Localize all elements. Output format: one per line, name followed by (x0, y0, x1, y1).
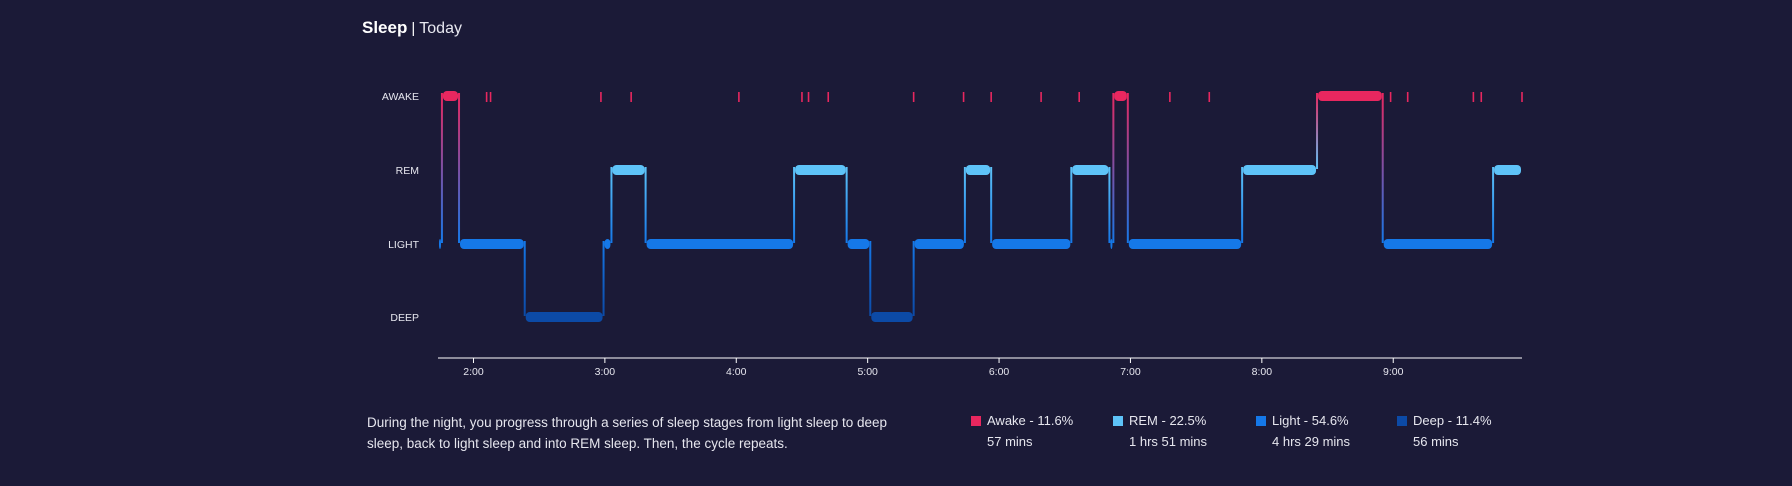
title-subtitle: Today (419, 20, 462, 37)
x-tick-label: 9:00 (1383, 366, 1404, 378)
legend-label-awake: Awake - 11.6% (987, 413, 1074, 428)
stage-transition (912, 241, 915, 316)
segment-deep (871, 312, 913, 322)
x-tick-label: 6:00 (989, 366, 1010, 378)
stage-transition (1108, 167, 1111, 243)
chart-title: Sleep | Today (362, 18, 462, 38)
segment-rem (1494, 165, 1521, 175)
x-tick-label: 2:00 (463, 366, 484, 378)
y-label-awake: AWAKE (382, 91, 419, 103)
stage-transition (990, 167, 993, 243)
stage-transition (1381, 93, 1384, 243)
legend-duration-deep: 56 mins (1413, 434, 1459, 449)
segment-awake (442, 91, 459, 101)
stage-transition (602, 241, 605, 316)
stage-transition (1126, 93, 1129, 243)
segment-rem (1072, 165, 1109, 175)
segment-light (604, 239, 611, 249)
x-tick-label: 7:00 (1120, 366, 1141, 378)
stage-transition (644, 167, 647, 243)
legend-duration-rem: 1 hrs 51 mins (1129, 434, 1208, 449)
stage-transition (458, 93, 461, 243)
legend-item-deep: Deep - 11.4% 56 mins (1397, 413, 1492, 449)
segment-light (646, 239, 794, 249)
sleep-description: During the night, you progress through a… (367, 415, 888, 451)
legend-item-light: Light - 54.6% 4 hrs 29 mins (1256, 413, 1350, 449)
segment-rem (795, 165, 846, 175)
segment-light (1383, 239, 1493, 249)
stage-transition (963, 167, 966, 243)
stage-transition (793, 167, 796, 243)
title-main: Sleep (362, 18, 408, 37)
legend-label-rem: REM - 22.5% (1129, 413, 1207, 428)
title-separator: | (411, 20, 416, 37)
stage-transition (1241, 167, 1244, 243)
segment-light (914, 239, 964, 249)
stage-transition (610, 167, 613, 243)
x-tick-label: 3:00 (595, 366, 616, 378)
legend-swatch-awake (971, 415, 981, 426)
segment-light (1110, 239, 1113, 249)
legend-swatch-light (1256, 415, 1266, 426)
legend-duration-light: 4 hrs 29 mins (1272, 434, 1351, 449)
legend-swatch-deep (1397, 415, 1407, 426)
segment-light (439, 239, 441, 249)
segment-awake (1114, 91, 1127, 101)
segment-deep (525, 312, 603, 322)
segment-rem (612, 165, 645, 175)
segment-rem (1243, 165, 1317, 175)
segment-light (1128, 239, 1242, 249)
legend-item-awake: Awake - 11.6% 57 mins (971, 413, 1073, 449)
y-label-deep: DEEP (390, 312, 419, 324)
segment-rem (965, 165, 991, 175)
y-label-rem: REM (396, 165, 419, 177)
stage-transition (1316, 93, 1319, 169)
segment-light (992, 239, 1071, 249)
segment-light (460, 239, 524, 249)
legend-swatch-rem (1113, 415, 1123, 426)
segment-light (847, 239, 870, 249)
stage-transition (1492, 167, 1495, 243)
legend-item-rem: REM - 22.5% 1 hrs 51 mins (1113, 413, 1207, 449)
stage-transition (440, 93, 443, 243)
x-tick-label: 8:00 (1252, 366, 1273, 378)
legend-duration-awake: 57 mins (987, 434, 1033, 449)
stage-transition (1112, 93, 1115, 243)
stage-transition (869, 241, 872, 316)
stage-transition (845, 167, 848, 243)
y-label-light: LIGHT (388, 239, 420, 251)
segment-awake (1318, 91, 1382, 101)
x-tick-label: 4:00 (726, 366, 747, 378)
x-tick-label: 5:00 (857, 366, 878, 378)
stage-transition (1070, 167, 1073, 243)
sleep-stages-chart: AWAKE REM LIGHT DEEP 2:00 3:00 4:00 5:00 6:00 7:… (382, 91, 1523, 378)
legend-label-light: Light - 54.6% (1272, 413, 1349, 428)
legend-label-deep: Deep - 11.4% (1413, 413, 1492, 428)
stage-transition (523, 241, 526, 316)
